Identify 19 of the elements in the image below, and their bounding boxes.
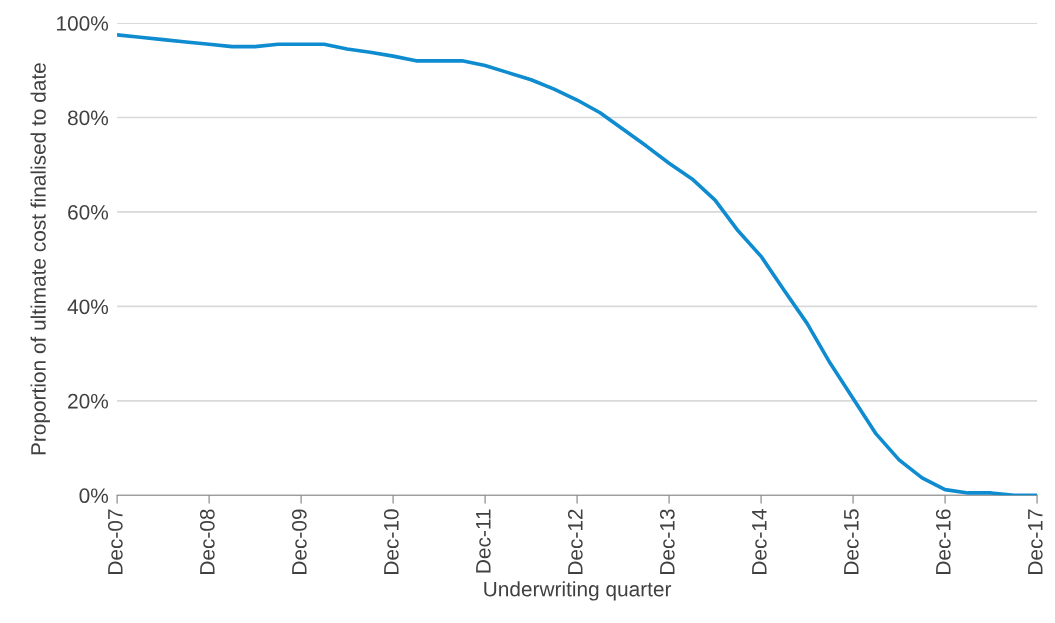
x-tick-label: Dec-07 [107,509,123,574]
x-tick-label: Dec-12 [567,509,583,574]
x-tick-label: Dec-14 [752,509,767,574]
x-tick-label: Dec-16 [935,509,951,574]
x-tick-label: Dec-09 [291,509,307,574]
x-axis-title: Underwriting quarter [484,581,672,601]
y-axis-title: Proportion of ultimate cost finalised to date [30,63,50,455]
x-tick-label: Dec-15 [844,509,859,574]
x-tick-label: Dec-08 [199,509,215,574]
x-tick-label: Dec-11 [476,509,491,573]
x-tick-label: Dec-10 [383,509,399,574]
y-tick-label: 60% [68,204,109,220]
y-tick-label: 100% [57,16,109,31]
y-tick-label: 20% [68,393,109,409]
y-tick-label: 80% [67,110,109,126]
y-tick-label: 40% [67,299,109,315]
x-tick-label: Dec-13 [659,509,675,574]
x-tick-label: Dec-17 [1028,509,1043,574]
y-tick-label: 0% [79,488,109,504]
